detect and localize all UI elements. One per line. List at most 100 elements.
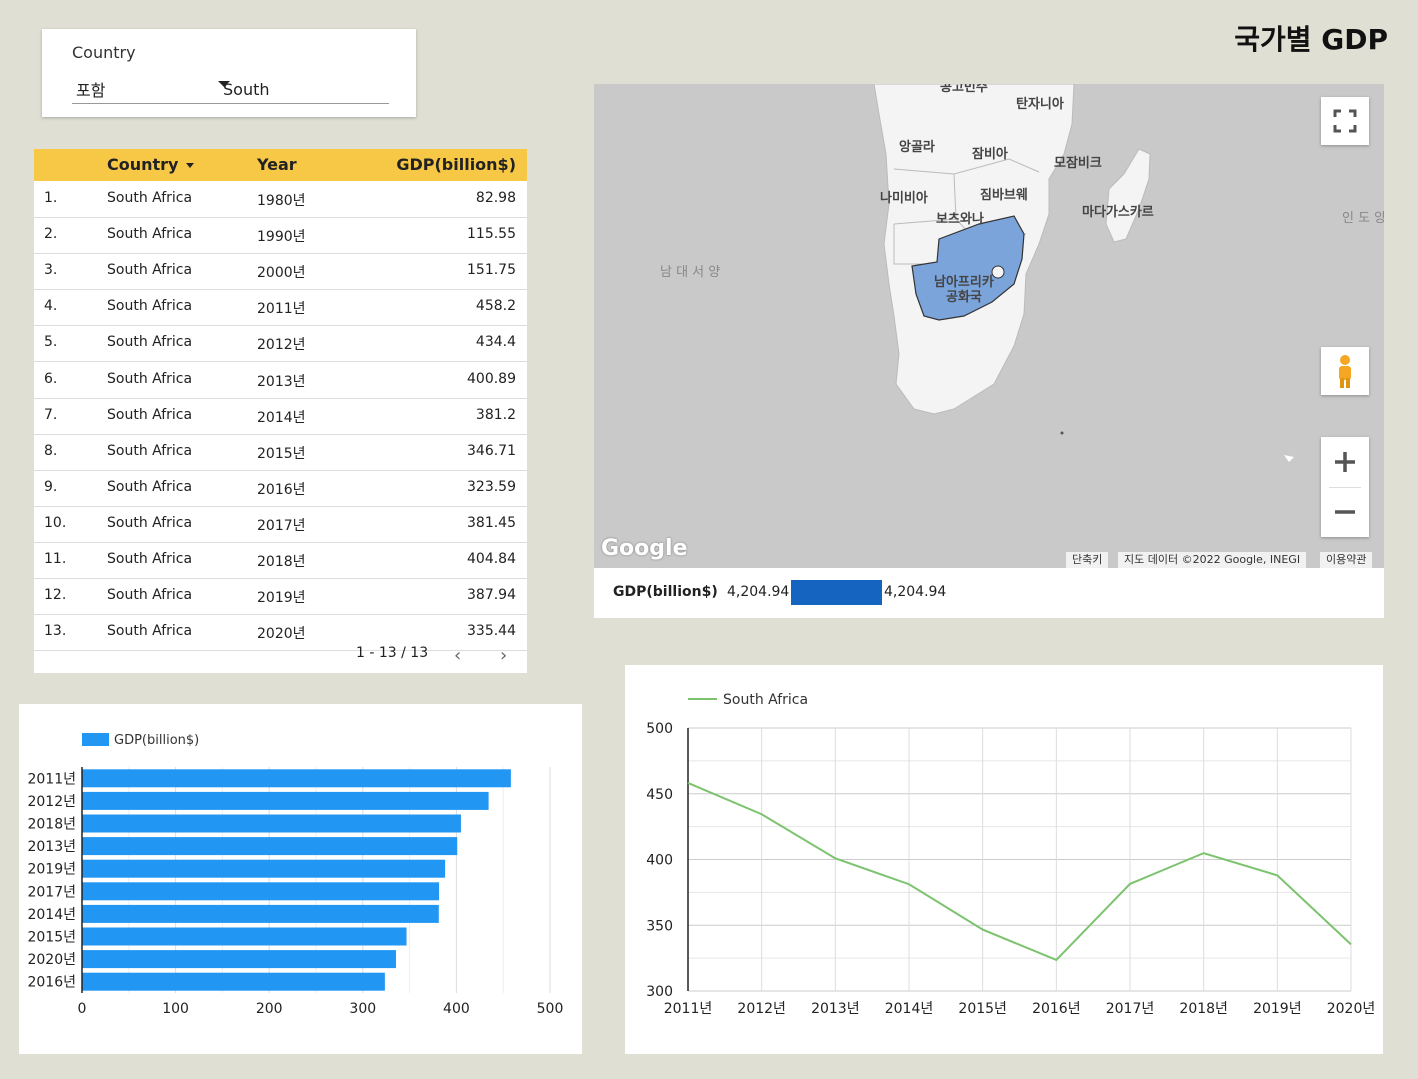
y-tick-label: 350 <box>646 918 673 934</box>
table-row[interactable]: 6. South Africa 2013년 400.89 <box>34 362 527 399</box>
zoom-controls <box>1321 437 1369 537</box>
row-country: South Africa <box>107 262 193 279</box>
legend-metric: GDP(billion$) <box>613 584 718 600</box>
table-row[interactable]: 10. South Africa 2017년 381.45 <box>34 506 527 543</box>
bar <box>82 882 440 901</box>
y-tick-label: 2017년 <box>27 884 76 900</box>
bar <box>82 972 385 991</box>
x-tick-label: 2011년 <box>664 1001 713 1017</box>
row-country: South Africa <box>107 587 193 604</box>
x-tick-label: 2018년 <box>1179 1001 1228 1017</box>
y-tick-label: 400 <box>646 853 673 869</box>
map-label-south-africa-1: 남아프리카 <box>934 275 994 290</box>
row-index: 11. <box>44 551 67 567</box>
google-logo: Google <box>601 536 688 561</box>
bar-chart: GDP(billion$) 0 100 200 300 400 500 2011년 2012년 2… <box>19 704 598 1054</box>
filter-label: Country <box>72 43 136 62</box>
row-index: 1. <box>44 190 58 206</box>
row-country: South Africa <box>107 190 193 206</box>
y-tick-label: 2018년 <box>27 817 76 833</box>
row-gdp: 381.2 <box>475 406 516 423</box>
zoom-in-button[interactable] <box>1321 437 1369 487</box>
row-index: 10. <box>44 514 67 531</box>
row-index: 7. <box>44 406 58 423</box>
map-label-south-africa-2: 공화국 <box>946 290 982 305</box>
row-gdp: 434.4 <box>475 334 516 351</box>
row-year: 2015년 <box>257 445 306 462</box>
row-country: South Africa <box>107 442 193 459</box>
street-view-button[interactable] <box>1321 347 1369 395</box>
column-header-gdp[interactable]: GDP(billion$) <box>396 155 516 174</box>
x-tick-label: 2016년 <box>1032 1001 1081 1017</box>
map-label-madagascar: 마다가스카르 <box>1082 205 1154 220</box>
table-header: Country Year GDP(billion$) <box>34 149 527 181</box>
row-country: South Africa <box>107 623 193 640</box>
map-label-mozambique: 모잠비크 <box>1054 156 1102 171</box>
table-row[interactable]: 12. South Africa 2019년 387.94 <box>34 578 527 616</box>
row-year: 2011년 <box>257 301 306 318</box>
row-gdp: 335.44 <box>467 623 516 640</box>
x-tick-label: 300 <box>349 1001 376 1017</box>
map-canvas[interactable]: 콩고민주 탄자니아 앙골라 잠비아 모잠비크 나미비아 짐바브웨 보츠와나 마다… <box>594 84 1384 568</box>
table-row[interactable]: 4. South Africa 2011년 458.2 <box>34 289 527 327</box>
column-header-country[interactable]: Country <box>107 155 195 174</box>
row-country: South Africa <box>107 226 193 243</box>
row-country: South Africa <box>107 298 193 315</box>
y-tick-label: 2012년 <box>27 794 76 810</box>
terms-link[interactable]: 이용약관 <box>1320 552 1373 568</box>
map-label-tanzania: 탄자니아 <box>1016 97 1064 112</box>
bar <box>82 950 396 969</box>
sort-desc-icon <box>186 163 195 168</box>
table-row[interactable]: 3. South Africa 2000년 151.75 <box>34 253 527 291</box>
row-gdp: 404.84 <box>467 551 516 567</box>
legend-swatch <box>82 733 109 746</box>
country-filter: Country 포함 <box>42 29 416 117</box>
bar <box>82 859 446 878</box>
y-tick-label: 2011년 <box>27 771 76 787</box>
row-year: 2014년 <box>257 409 306 426</box>
table-row[interactable]: 5. South Africa 2012년 434.4 <box>34 325 527 363</box>
x-tick-label: 500 <box>537 1001 564 1017</box>
legend-min: 4,204.94 <box>727 584 790 600</box>
row-gdp: 115.55 <box>467 226 516 243</box>
map-label-zimbabwe: 짐바브웨 <box>980 188 1028 203</box>
legend-label: GDP(billion$) <box>114 733 199 748</box>
table-row[interactable]: 7. South Africa 2014년 381.2 <box>34 398 527 435</box>
row-year: 1990년 <box>257 229 306 246</box>
row-year: 2000년 <box>257 265 306 282</box>
y-tick-label: 2014년 <box>27 907 76 923</box>
line-chart: South Africa 300 350 400 450 500 2011년 2012년 201… <box>625 665 1383 1054</box>
row-index: 12. <box>44 587 67 604</box>
row-gdp: 82.98 <box>475 190 516 206</box>
bar <box>82 837 458 856</box>
row-index: 9. <box>44 478 58 495</box>
y-tick-label: 2016년 <box>27 975 76 991</box>
fullscreen-button[interactable] <box>1321 97 1369 145</box>
x-tick-label: 400 <box>443 1001 470 1017</box>
keyboard-shortcuts-link[interactable]: 단축키 <box>1066 552 1109 568</box>
table-row[interactable]: 13. South Africa 2020년 335.44 <box>34 614 527 652</box>
zoom-out-button[interactable] <box>1321 487 1369 537</box>
map-label-top: 콩고민주 <box>940 84 988 95</box>
row-index: 4. <box>44 298 58 315</box>
table-row[interactable]: 9. South Africa 2016년 323.59 <box>34 470 527 507</box>
y-tick-label: 300 <box>646 984 673 1000</box>
row-country: South Africa <box>107 551 193 567</box>
table-row[interactable]: 11. South Africa 2018년 404.84 <box>34 542 527 579</box>
next-page-icon[interactable]: › <box>500 645 508 666</box>
filter-mode-select[interactable]: 포함 <box>72 75 240 104</box>
table-row[interactable]: 1. South Africa 1980년 82.98 <box>34 181 527 218</box>
filter-value-input[interactable] <box>221 75 389 104</box>
column-header-year[interactable]: Year <box>257 155 297 174</box>
fullscreen-icon <box>1333 109 1357 133</box>
y-tick-label: 500 <box>646 721 673 737</box>
table-row[interactable]: 2. South Africa 1990년 115.55 <box>34 217 527 255</box>
row-index: 3. <box>44 262 58 279</box>
y-tick-label: 2019년 <box>27 862 76 878</box>
row-country: South Africa <box>107 370 193 387</box>
filter-mode-value: 포함 <box>76 81 106 100</box>
x-tick-label: 2013년 <box>811 1001 860 1017</box>
row-gdp: 346.71 <box>467 442 516 459</box>
prev-page-icon[interactable]: ‹ <box>454 645 462 666</box>
table-row[interactable]: 8. South Africa 2015년 346.71 <box>34 434 527 471</box>
